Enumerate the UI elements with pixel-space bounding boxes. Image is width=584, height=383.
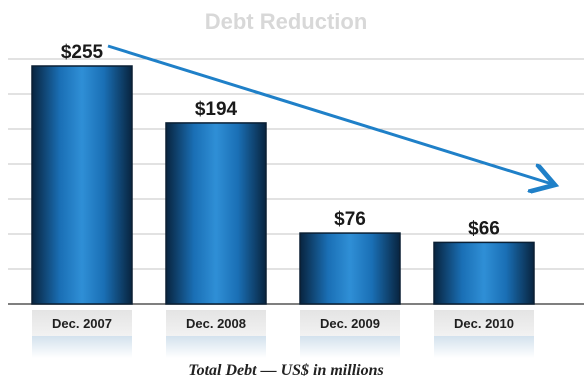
category-box xyxy=(300,310,400,336)
bar xyxy=(299,232,401,305)
bar-reflection xyxy=(300,336,400,358)
chart-title: Debt Reduction xyxy=(205,9,368,34)
bars xyxy=(31,65,535,305)
bar xyxy=(31,65,133,305)
category-label: Dec. 2007 xyxy=(52,316,112,331)
value-labels: $255 $194 $76 $66 xyxy=(61,42,500,239)
bar xyxy=(433,241,535,305)
value-label: $194 xyxy=(195,99,238,120)
bar-reflection xyxy=(434,336,534,358)
trend-arrow xyxy=(107,44,552,184)
category-box xyxy=(434,310,534,336)
chart-caption: Total Debt — US$ in millions xyxy=(188,362,383,379)
category-box xyxy=(166,310,266,336)
bar xyxy=(165,122,267,305)
value-label: $255 xyxy=(61,42,104,63)
bar-reflection xyxy=(166,336,266,358)
bar-reflections xyxy=(32,336,534,358)
category-label: Dec. 2009 xyxy=(320,316,380,331)
category-label: Dec. 2010 xyxy=(454,316,514,331)
value-label: $76 xyxy=(334,209,366,230)
category-box xyxy=(32,310,132,336)
category-labels: Dec. 2007 Dec. 2008 Dec. 2009 Dec. 2010 xyxy=(32,310,534,336)
category-label: Dec. 2008 xyxy=(186,316,246,331)
bar-reflection xyxy=(32,336,132,358)
value-label: $66 xyxy=(468,218,500,239)
